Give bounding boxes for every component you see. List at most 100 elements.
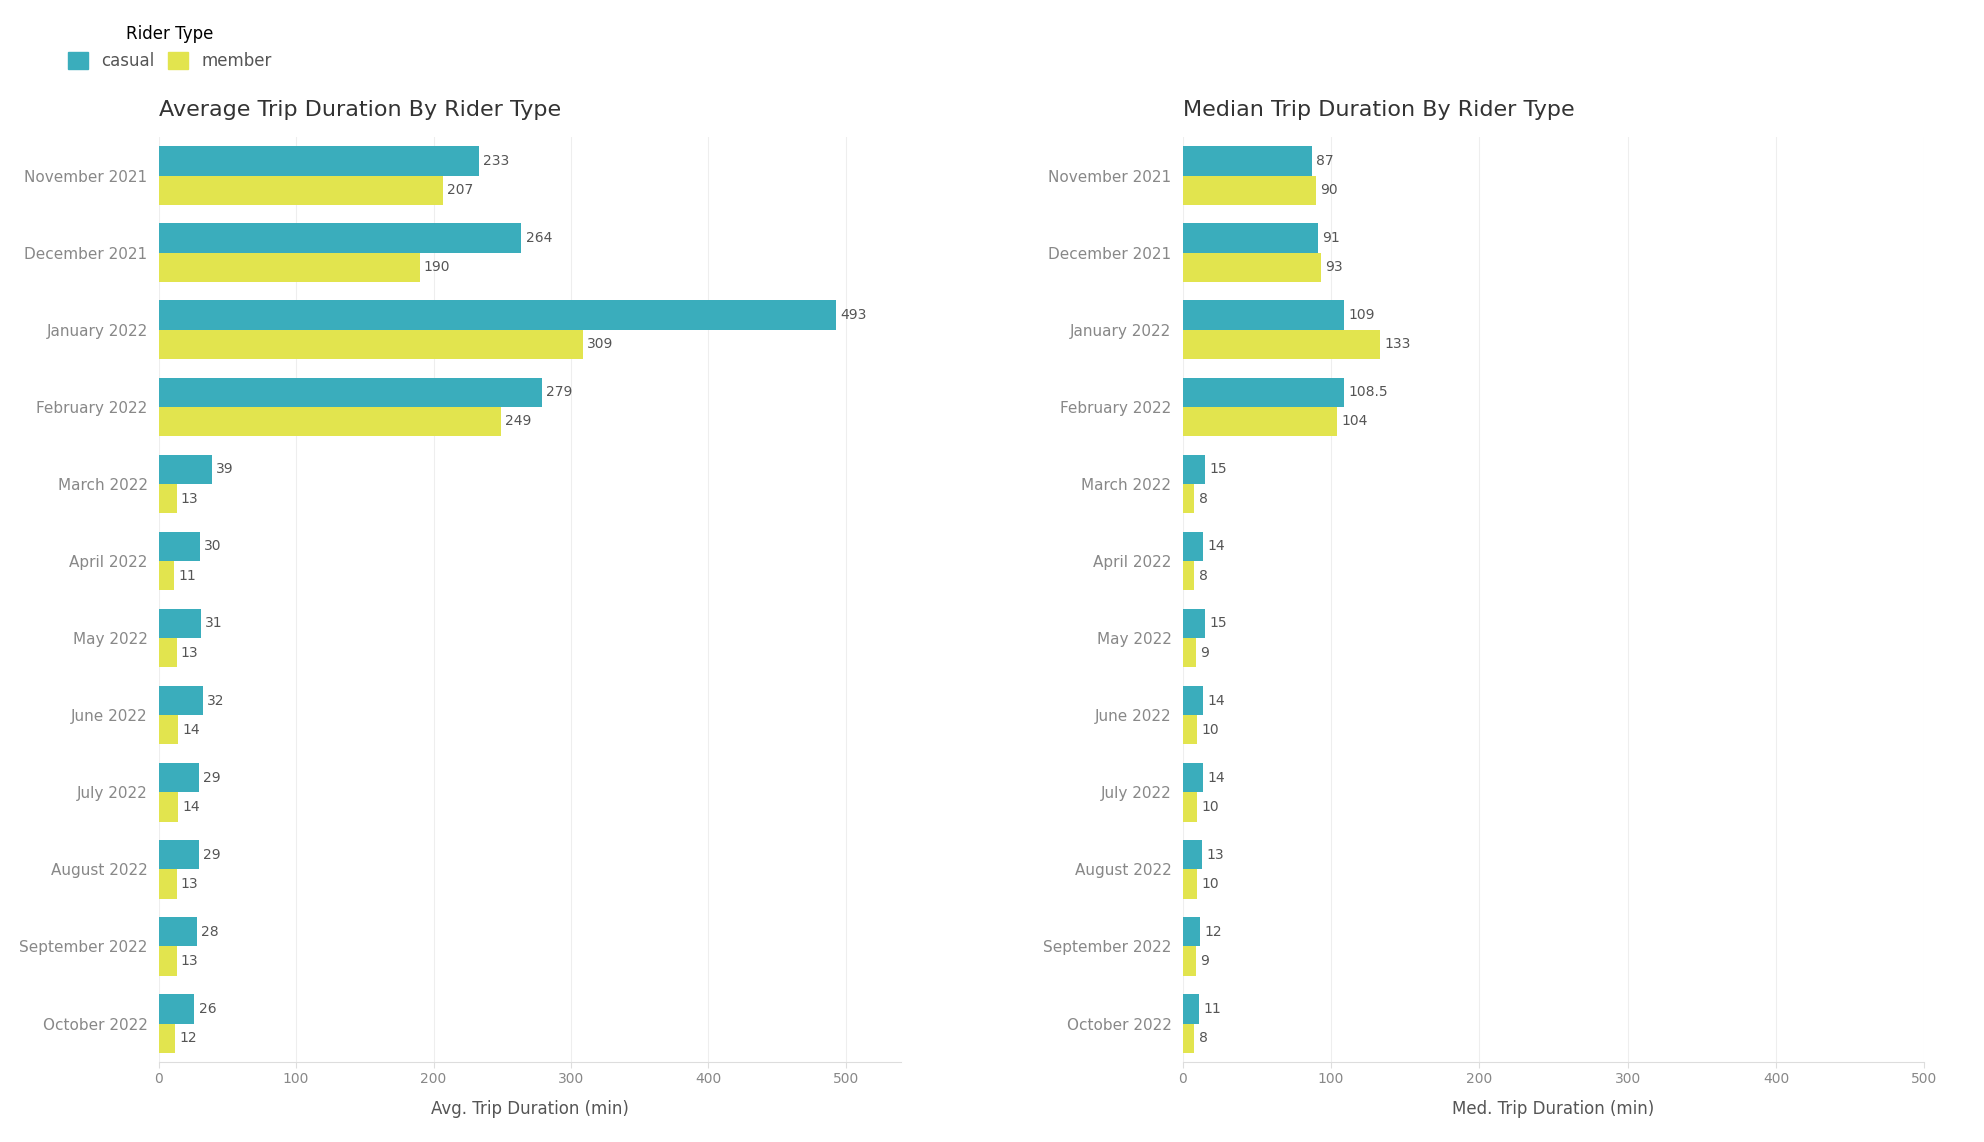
Text: 493: 493 [839, 308, 867, 322]
Bar [159, 686, 202, 715]
Bar [1182, 252, 1321, 282]
Text: 93: 93 [1325, 260, 1343, 274]
Bar [1182, 561, 1194, 590]
Bar [159, 869, 177, 899]
Text: 28: 28 [200, 925, 218, 939]
Bar [159, 407, 500, 436]
Bar [1182, 224, 1317, 252]
Text: 8: 8 [1198, 1031, 1208, 1045]
Bar [159, 224, 522, 252]
Bar [159, 532, 200, 561]
Bar [1182, 484, 1194, 513]
Text: 10: 10 [1202, 877, 1220, 891]
Text: 309: 309 [587, 337, 613, 352]
Text: 233: 233 [482, 154, 510, 168]
Text: 13: 13 [181, 954, 198, 968]
Bar [1182, 947, 1196, 975]
Bar [1182, 869, 1198, 899]
Bar [159, 1023, 175, 1053]
Bar [1182, 609, 1204, 638]
Text: 9: 9 [1200, 645, 1208, 660]
X-axis label: Avg. Trip Duration (min): Avg. Trip Duration (min) [431, 1101, 629, 1118]
Text: 30: 30 [204, 539, 222, 554]
Bar [1182, 793, 1198, 821]
Bar [1182, 841, 1202, 869]
Bar [159, 715, 179, 745]
Bar [1182, 146, 1311, 176]
Bar [1182, 1023, 1194, 1053]
Bar [159, 484, 177, 513]
Bar [159, 330, 583, 359]
Text: 14: 14 [1208, 539, 1226, 554]
Text: 15: 15 [1210, 617, 1226, 630]
Bar [1182, 532, 1204, 561]
Text: 14: 14 [183, 723, 200, 737]
Bar [1182, 176, 1315, 204]
Text: Average Trip Duration By Rider Type: Average Trip Duration By Rider Type [159, 100, 561, 120]
Text: 14: 14 [183, 799, 200, 814]
Bar [159, 378, 542, 407]
Bar [159, 793, 179, 821]
Bar [159, 917, 196, 947]
Text: 13: 13 [181, 877, 198, 891]
Text: 108.5: 108.5 [1347, 385, 1387, 400]
Text: 90: 90 [1321, 183, 1337, 198]
Bar [1182, 995, 1198, 1023]
Bar [159, 252, 421, 282]
Text: 39: 39 [216, 463, 234, 476]
Text: 29: 29 [202, 847, 220, 862]
Text: 31: 31 [206, 617, 222, 630]
Bar [159, 300, 835, 330]
Text: 12: 12 [1204, 925, 1222, 939]
Text: 11: 11 [179, 569, 196, 582]
Text: 15: 15 [1210, 463, 1226, 476]
Text: 13: 13 [181, 645, 198, 660]
Bar [1182, 407, 1337, 436]
Text: 109: 109 [1349, 308, 1375, 322]
Bar [1182, 686, 1204, 715]
Text: 13: 13 [1206, 847, 1224, 862]
Legend: casual, member: casual, member [67, 25, 272, 70]
Text: 133: 133 [1385, 337, 1411, 352]
Text: 14: 14 [1208, 771, 1226, 785]
X-axis label: Med. Trip Duration (min): Med. Trip Duration (min) [1452, 1101, 1655, 1118]
Bar [1182, 300, 1345, 330]
Text: 26: 26 [198, 1002, 216, 1016]
Bar [159, 609, 200, 638]
Bar [159, 176, 442, 204]
Text: 11: 11 [1204, 1002, 1220, 1016]
Text: 12: 12 [179, 1031, 196, 1045]
Text: 264: 264 [526, 231, 552, 246]
Text: Median Trip Duration By Rider Type: Median Trip Duration By Rider Type [1182, 100, 1573, 120]
Text: 29: 29 [202, 771, 220, 785]
Text: 190: 190 [425, 260, 450, 274]
Bar [1182, 330, 1381, 359]
Bar [159, 561, 175, 590]
Text: 87: 87 [1315, 154, 1333, 168]
Bar [159, 638, 177, 667]
Text: 10: 10 [1202, 723, 1220, 737]
Bar [159, 763, 198, 793]
Bar [159, 841, 198, 869]
Text: 14: 14 [1208, 693, 1226, 708]
Text: 249: 249 [506, 415, 532, 428]
Text: 8: 8 [1198, 569, 1208, 582]
Bar [1182, 917, 1200, 947]
Bar [159, 455, 212, 484]
Text: 91: 91 [1321, 231, 1339, 246]
Bar [1182, 378, 1343, 407]
Bar [1182, 638, 1196, 667]
Text: 207: 207 [446, 183, 474, 198]
Bar [1182, 763, 1204, 793]
Text: 13: 13 [181, 491, 198, 506]
Text: 9: 9 [1200, 954, 1208, 968]
Text: 10: 10 [1202, 799, 1220, 814]
Text: 32: 32 [206, 693, 224, 708]
Bar [1182, 455, 1204, 484]
Text: 8: 8 [1198, 491, 1208, 506]
Bar [1182, 715, 1198, 745]
Text: 104: 104 [1341, 415, 1367, 428]
Bar [159, 146, 478, 176]
Bar [159, 947, 177, 975]
Text: 279: 279 [546, 385, 573, 400]
